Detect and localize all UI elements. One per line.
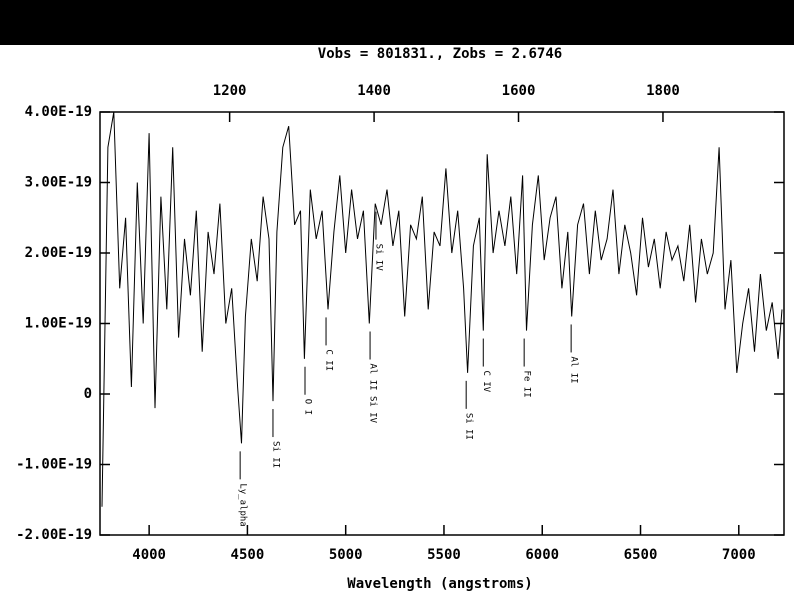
line-label: Al II Si IV	[368, 364, 378, 424]
x-tick-label: 7000	[722, 547, 756, 563]
spectrum-line	[101, 111, 783, 507]
plot-frame	[99, 111, 785, 536]
chart-title: Vobs = 801831., Zobs = 2.6746	[318, 46, 562, 62]
line-label: C II	[324, 349, 334, 371]
x2-tick-label: 1600	[502, 83, 536, 99]
line-label: C IV	[481, 371, 491, 393]
x2-tick-label: 1400	[357, 83, 391, 99]
line-label: O I	[303, 399, 313, 415]
x-tick-label: 5000	[329, 547, 363, 563]
x2-tick-label: 1800	[646, 83, 680, 99]
x2-tick-label: 1200	[213, 83, 247, 99]
x-tick-label: 6500	[624, 547, 658, 563]
line-label: Fe II	[522, 371, 532, 398]
line-label: Si II	[270, 441, 280, 468]
title-bar	[0, 0, 794, 45]
x-tick-label: 5500	[427, 547, 461, 563]
line-label: Si II	[464, 413, 474, 440]
x-tick-label: 4000	[132, 547, 166, 563]
y-tick-label: 0	[84, 386, 92, 402]
y-tick-label: 2.00E-19	[25, 245, 92, 261]
line-label: Al II	[569, 356, 579, 383]
line-label: Ly_alpha	[238, 483, 248, 526]
x-axis-label: Wavelength (angstroms)	[347, 576, 532, 592]
y-tick-label: -1.00E-19	[16, 457, 92, 473]
y-tick-label: 4.00E-19	[25, 104, 92, 120]
x-tick-label: 6000	[525, 547, 559, 563]
y-tick-label: -2.00E-19	[16, 527, 92, 543]
y-tick-label: 3.00E-19	[25, 175, 92, 191]
line-label: Si IV	[373, 244, 383, 272]
y-tick-label: 1.00E-19	[25, 316, 92, 332]
x-tick-label: 4500	[231, 547, 265, 563]
